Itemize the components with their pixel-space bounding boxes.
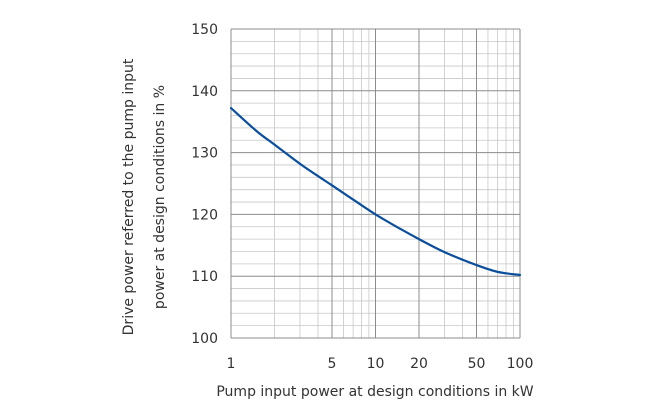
y-tick-label: 130: [191, 146, 218, 162]
x-axis-tick-labels: 1 5 10 20 50 100: [227, 356, 534, 372]
y-tick-label: 120: [191, 207, 218, 223]
y-tick-label: 100: [191, 331, 218, 347]
x-tick-label: 100: [507, 356, 534, 372]
major-gridlines: [230, 28, 521, 339]
x-tick-label: 1: [227, 356, 236, 372]
x-axis-label: Pump input power at design conditions in…: [216, 384, 533, 400]
y-axis-tick-labels: 100 110 120 130 140 150: [191, 22, 218, 347]
data-series: [229, 107, 522, 277]
y-axis-label-line-1: Drive power referred to the pump input: [121, 58, 137, 335]
y-axis-label-line-2: power at design conditions in %: [152, 85, 168, 309]
x-tick-label: 50: [468, 356, 486, 372]
y-tick-label: 140: [191, 84, 218, 100]
x-tick-label: 10: [367, 356, 385, 372]
series-line: [229, 107, 522, 277]
y-tick-label: 110: [191, 269, 218, 285]
x-tick-label: 5: [328, 356, 337, 372]
y-tick-label: 150: [191, 22, 218, 38]
x-tick-label: 20: [410, 356, 428, 372]
